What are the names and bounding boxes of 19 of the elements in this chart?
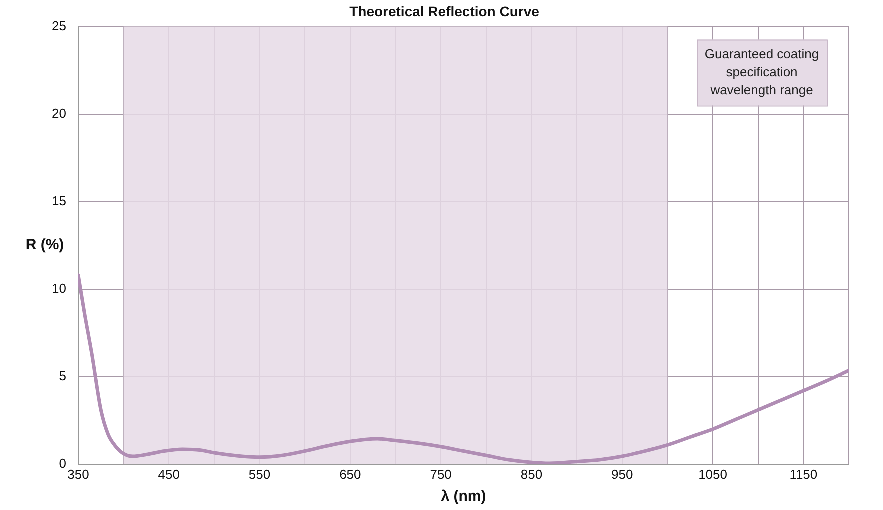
x-tick-label: 1050	[698, 466, 728, 482]
x-tick-label: 550	[248, 466, 271, 482]
x-tick-label: 1150	[790, 466, 818, 482]
y-tick-label: 15	[52, 193, 66, 208]
y-tick-label: 0	[59, 456, 66, 471]
band-label: Guaranteed coating specification wavelength range	[704, 46, 820, 98]
x-tick-label: 750	[430, 466, 452, 482]
x-tick-label: 850	[520, 466, 543, 482]
x-tick-label: 650	[340, 466, 362, 482]
y-tick-label: 10	[52, 280, 66, 296]
y-tick-label: 20	[52, 106, 66, 121]
x-tick-label: 950	[612, 466, 634, 482]
chart-title: Theoretical Reflection Curve	[350, 3, 540, 20]
y-tick-label: 5	[59, 368, 66, 384]
y-tick-label: 25	[52, 18, 66, 34]
x-tick-label: 350	[68, 466, 90, 482]
x-axis-title: λ (nm)	[441, 488, 486, 506]
x-tick-label: 450	[158, 466, 180, 482]
y-axis-title: R (%)	[26, 236, 64, 254]
